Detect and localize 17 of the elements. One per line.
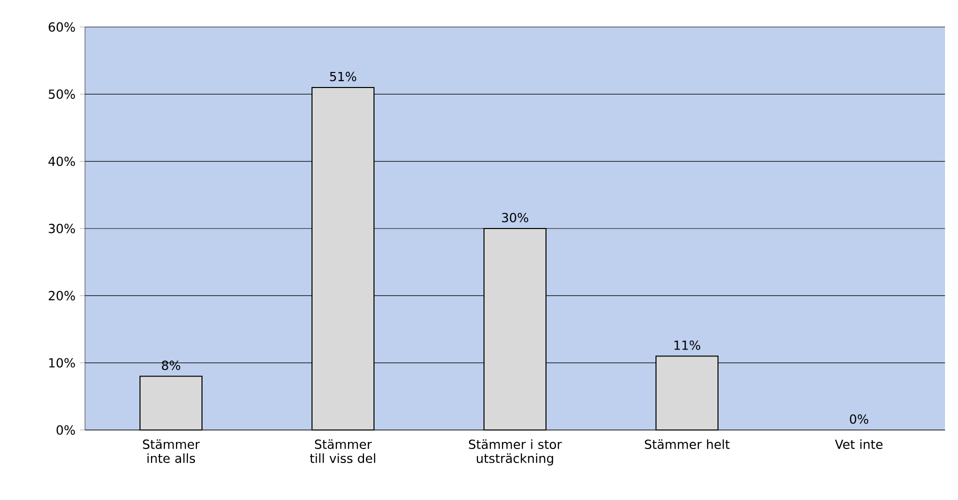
x-tick-label: Stämmer till viss del	[310, 439, 376, 464]
y-tick-label: 30%	[48, 224, 75, 234]
x-tick-label: Stämmer helt	[644, 439, 730, 450]
data-label: 30%	[502, 212, 528, 222]
y-tick-label: 60%	[48, 22, 75, 32]
data-label: 8%	[162, 360, 180, 370]
y-tick-label: 50%	[48, 89, 75, 99]
data-label: 11%	[674, 340, 700, 350]
data-label: 0%	[850, 414, 868, 424]
y-tick-label: 20%	[48, 290, 75, 300]
y-tick-label: 0%	[56, 425, 75, 435]
data-label: 51%	[330, 72, 356, 82]
x-tick-label: Vet inte	[834, 439, 882, 450]
y-tick-label: 10%	[49, 358, 75, 368]
y-tick-label: 40%	[48, 156, 75, 166]
x-tick-label: Stämmer i stor utsträckning	[468, 439, 562, 466]
x-tick-label: Stämmer inte alls	[142, 439, 200, 464]
